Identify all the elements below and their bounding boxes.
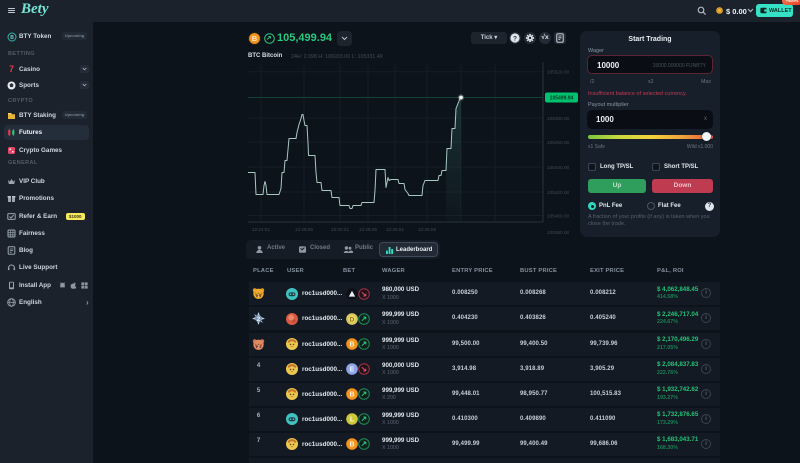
svg-text:12:25:21: 12:25:21 (331, 227, 350, 232)
svg-text:3: 3 (257, 344, 260, 349)
svg-text:12:24:51: 12:24:51 (252, 227, 271, 232)
svg-text:105380.00: 105380.00 (547, 230, 570, 235)
svg-text:B: B (10, 35, 14, 41)
svg-text:B: B (349, 392, 354, 399)
svg-text:12:25:51: 12:25:51 (386, 227, 405, 232)
svg-text:1: 1 (257, 293, 260, 298)
svg-text:B: B (349, 442, 354, 449)
svg-text:105460.00: 105460.00 (547, 140, 570, 145)
svg-text:B: B (349, 342, 354, 349)
svg-text:2: 2 (257, 317, 261, 323)
svg-text:L: L (350, 417, 355, 424)
svg-text:E: E (350, 367, 355, 374)
svg-text:105440.00: 105440.00 (547, 165, 570, 170)
svg-text:?: ? (513, 35, 517, 42)
svg-text:105480.00: 105480.00 (547, 116, 570, 121)
svg-text:105520.00: 105520.00 (547, 70, 570, 75)
svg-text:12:26:06: 12:26:06 (418, 227, 437, 232)
svg-text:12:25:36: 12:25:36 (359, 227, 378, 232)
svg-text:105499.94: 105499.94 (550, 96, 574, 102)
svg-text:105400.00: 105400.00 (547, 214, 570, 219)
svg-text:D: D (350, 316, 355, 323)
svg-text:105420.00: 105420.00 (547, 190, 570, 195)
svg-text:12:25:06: 12:25:06 (295, 227, 314, 232)
svg-text:B: B (252, 34, 258, 43)
